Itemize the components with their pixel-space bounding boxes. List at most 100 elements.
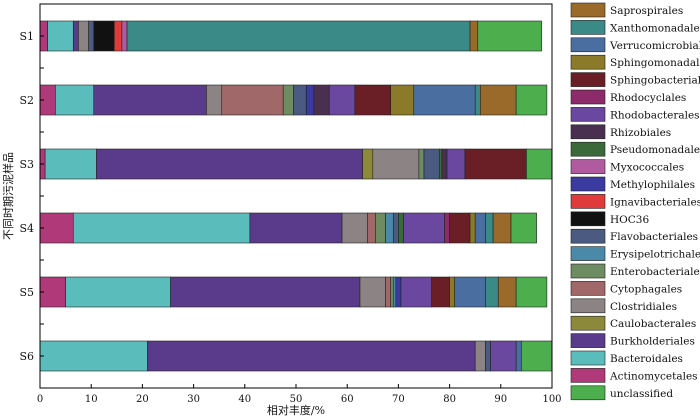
bar-segment-s4-pseudomonadales — [398, 212, 404, 244]
bar-segment-s3-caulobacterales — [362, 148, 374, 180]
bar-segment-s6-verrucomicrobiales — [515, 340, 522, 372]
legend-swatch-sphingomonadales — [570, 54, 606, 70]
legend-swatch-erysipelotrichales — [570, 246, 606, 261]
bar-segment-s5-sphingobacteriales — [431, 276, 450, 308]
bar-segment-s4-burkholderiales — [249, 212, 343, 244]
legend-label-ignavibacteriales: Ignavibacteriales — [610, 196, 700, 208]
bars-layer — [39, 20, 553, 372]
y-tick-label-s3: S3 — [19, 158, 34, 171]
legend-swatch-flavobacteriales — [570, 228, 606, 244]
legend-swatch-clostridiales — [570, 298, 606, 314]
bar-segment-s1-saprospirales — [469, 20, 479, 52]
legend-swatch-rhizobiales — [570, 124, 606, 140]
bar-segment-s4-enterobacteriales — [375, 212, 386, 244]
legend-label-actinomycetales: Actinomycetales — [609, 370, 698, 382]
x-tick-label-80: 80 — [443, 394, 456, 405]
legend-swatch-myxococcales — [570, 159, 606, 174]
bar-segment-s3-bacteroidales — [44, 148, 97, 180]
y-tick-label-s5: S5 — [19, 286, 34, 299]
x-tick-label-70: 70 — [392, 394, 405, 405]
x-axis-title: 相对丰度/% — [267, 403, 325, 417]
bar-segment-s6-rhodobacterales — [490, 340, 517, 372]
legend-label-erysipelotrichales: Erysipelotrichales — [610, 249, 700, 261]
legend-swatch-ignavibacteriales — [570, 194, 606, 209]
legend-label-bacteroidales: Bacteroidales — [610, 353, 683, 365]
legend-label-sphingobacteriales: Sphingobacteriales — [610, 75, 700, 87]
legend-label-verrucomicrobiales: Verrucomicrobiales — [609, 40, 700, 52]
bar-segment-s5-enterobacteriales — [390, 276, 394, 308]
legend-swatch-actinomycetales — [570, 368, 606, 383]
bar-segment-s2-enterobacteriales — [282, 84, 294, 116]
legend-swatch-rhodobacterales — [570, 107, 606, 122]
legend-label-sphingomonadales: Sphingomonadales — [610, 57, 700, 69]
y-tick-label-s6: S6 — [19, 350, 34, 363]
bar-segment-s4-actinomycetales — [39, 212, 74, 244]
bar-segment-s2-methylophilales — [305, 84, 315, 116]
bar-segment-s2-unclassified — [515, 84, 548, 116]
legend-swatch-rhodocyclales — [570, 89, 606, 105]
bar-segment-s5-xanthomonadales — [485, 276, 499, 308]
bar-segment-s3-flavobacteriales — [423, 148, 440, 180]
legend-swatch-verrucomicrobiales — [570, 37, 606, 53]
bar-segment-s5-verrucomicrobiales — [454, 276, 486, 308]
legend-swatch-burkholderiales — [570, 333, 606, 348]
legend-label-pseudomonadales: Pseudomonadales — [610, 144, 700, 156]
bar-segment-s3-sphingobacteriales — [464, 148, 527, 180]
x-tick-label-40: 40 — [238, 394, 251, 405]
bar-segment-s6-burkholderiales — [147, 340, 476, 372]
axis-ticks: S1 S2 S3 S4 S5 S6 0 10 20 30 40 50 60 70 80 90 100 — [19, 30, 561, 405]
legend-label-caulobacterales: Caulobacterales — [610, 318, 696, 330]
bar-segment-s1-clostridiales — [78, 20, 89, 52]
legend-swatch-hoc36 — [570, 211, 606, 227]
legend-label-cytophagales: Cytophagales — [610, 283, 682, 295]
legend-label-myxococcales: Myxococcales — [610, 162, 684, 174]
legend-label-clostridiales: Clostridiales — [610, 301, 677, 313]
bar-segment-s5-sphingomonadales — [449, 276, 456, 308]
bar-segment-s4-clostridiales — [341, 212, 368, 244]
bar-segment-s1-unclassified — [477, 20, 543, 52]
bar-segment-s2-rhizobiales — [313, 84, 330, 116]
bar-segment-s6-unclassified — [520, 340, 553, 372]
bar-segment-s1-bacteroidales — [47, 20, 74, 52]
legend-swatch-caulobacterales — [570, 315, 606, 331]
legend-label-enterobacteriales: Enterobacteriales — [610, 266, 700, 278]
legend-label-xanthomonadales: Xanthomonadales — [610, 22, 700, 34]
legend-label-flavobacteriales: Flavobacteriales — [610, 231, 698, 243]
legend: Saprospirales Xanthomonadales Verrucomicro… — [570, 2, 700, 401]
bar-segment-s4-sphingomonadales — [469, 212, 476, 244]
bar-segment-s5-unclassified — [515, 276, 548, 308]
bar-segment-s4-bacteroidales — [72, 212, 251, 244]
plot-frame — [39, 3, 553, 389]
bar-segment-s6-flavobacteriales — [485, 340, 491, 372]
bar-segment-s1-hoc36 — [93, 20, 115, 52]
bar-segment-s1-myxococcales — [121, 20, 128, 52]
legend-label-hoc36: HOC36 — [610, 214, 649, 226]
bar-segment-s2-bacteroidales — [55, 84, 95, 116]
bar-segment-s3-clostridiales — [372, 148, 420, 180]
legend-swatch-saprospirales — [570, 2, 606, 18]
bar-segment-s4-flavobacteriales — [392, 212, 399, 244]
legend-swatch-bacteroidales — [570, 350, 606, 366]
bar-segment-s4-xanthomonadales — [485, 212, 494, 244]
x-tick-label-100: 100 — [542, 394, 561, 405]
legend-swatch-methylophilales — [570, 176, 606, 192]
bar-segment-s1-burkholderiales — [72, 20, 79, 52]
bar-segment-s3-pseudomonadales — [439, 148, 443, 180]
y-tick-label-s2: S2 — [19, 94, 34, 107]
legend-swatch-enterobacteriales — [570, 263, 606, 279]
bar-segment-s4-cytophagales — [367, 212, 376, 244]
bar-segment-s3-burkholderiales — [96, 148, 363, 180]
bar-segment-s2-burkholderiales — [93, 84, 207, 116]
bar-segment-s2-clostridiales — [206, 84, 223, 116]
legend-swatch-pseudomonadales — [570, 141, 606, 157]
x-tick-label-0: 0 — [37, 394, 43, 405]
x-tick-label-50: 50 — [290, 394, 303, 405]
legend-swatch-xanthomonadales — [570, 20, 606, 35]
bar-segment-s1-flavobacteriales — [88, 20, 95, 52]
legend-swatch-cytophagales — [570, 281, 606, 296]
legend-label-unclassified: unclassified — [610, 388, 673, 400]
bar-segment-s4-verrucomicrobiales — [474, 212, 486, 244]
bar-segment-s6-clostridiales — [474, 340, 486, 372]
bar-segment-s2-sphingobacteriales — [354, 84, 392, 116]
